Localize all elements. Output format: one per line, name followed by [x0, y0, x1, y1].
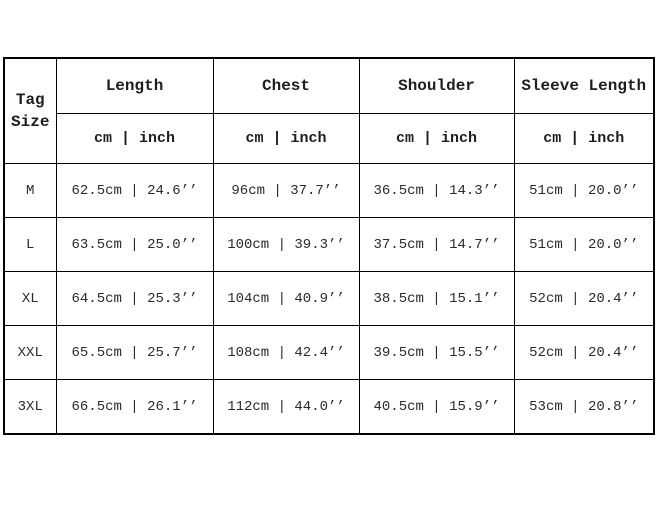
shoulder-value-cell: 36.5cm | 14.3’’	[358, 163, 515, 218]
unit-header-length: cm | inch	[55, 113, 214, 164]
sleeve-value-cell: 52cm | 20.4’’	[513, 325, 655, 380]
unit-header-shoulder: cm | inch	[358, 113, 515, 164]
shoulder-value-cell: 39.5cm | 15.5’’	[358, 325, 515, 380]
table-row-3xl: 3XL 66.5cm | 26.1’’ 112cm | 44.0’’ 40.5c…	[3, 379, 655, 435]
table-row-m: M 62.5cm | 24.6’’ 96cm | 37.7’’ 36.5cm |…	[3, 163, 655, 218]
size-label-cell: XXL	[3, 325, 57, 380]
column-header-sleeve-length: Sleeve Length	[513, 57, 655, 114]
size-chart-table: Tag Size Length Chest Shoulder Sleeve Le…	[3, 57, 655, 435]
length-value-cell: 65.5cm | 25.7’’	[55, 325, 214, 380]
length-value-cell: 63.5cm | 25.0’’	[55, 217, 214, 272]
corner-header-tag-size: Tag Size	[3, 57, 57, 164]
length-value-cell: 66.5cm | 26.1’’	[55, 379, 214, 435]
size-label-cell: M	[3, 163, 57, 218]
sleeve-value-cell: 52cm | 20.4’’	[513, 271, 655, 326]
shoulder-value-cell: 38.5cm | 15.1’’	[358, 271, 515, 326]
size-label-cell: 3XL	[3, 379, 57, 435]
length-value-cell: 62.5cm | 24.6’’	[55, 163, 214, 218]
sleeve-value-cell: 51cm | 20.0’’	[513, 163, 655, 218]
table-row-xl: XL 64.5cm | 25.3’’ 104cm | 40.9’’ 38.5cm…	[3, 271, 655, 326]
header-row-units: cm | inch cm | inch cm | inch cm | inch	[4, 113, 655, 164]
column-header-length: Length	[55, 57, 214, 114]
unit-header-chest: cm | inch	[212, 113, 360, 164]
unit-header-sleeve-length: cm | inch	[513, 113, 655, 164]
size-label-cell: L	[3, 217, 57, 272]
table-row-l: L 63.5cm | 25.0’’ 100cm | 39.3’’ 37.5cm …	[3, 217, 655, 272]
length-value-cell: 64.5cm | 25.3’’	[55, 271, 214, 326]
size-label-cell: XL	[3, 271, 57, 326]
column-header-chest: Chest	[212, 57, 360, 114]
header-row-labels: Tag Size Length Chest Shoulder Sleeve Le…	[3, 57, 655, 164]
sleeve-value-cell: 53cm | 20.8’’	[513, 379, 655, 435]
chest-value-cell: 112cm | 44.0’’	[212, 379, 360, 435]
sleeve-value-cell: 51cm | 20.0’’	[513, 217, 655, 272]
chest-value-cell: 100cm | 39.3’’	[212, 217, 360, 272]
column-header-shoulder: Shoulder	[358, 57, 515, 114]
table-row-xxl: XXL 65.5cm | 25.7’’ 108cm | 42.4’’ 39.5c…	[3, 325, 655, 380]
chest-value-cell: 104cm | 40.9’’	[212, 271, 360, 326]
chest-value-cell: 108cm | 42.4’’	[212, 325, 360, 380]
shoulder-value-cell: 37.5cm | 14.7’’	[358, 217, 515, 272]
shoulder-value-cell: 40.5cm | 15.9’’	[358, 379, 515, 435]
chest-value-cell: 96cm | 37.7’’	[212, 163, 360, 218]
